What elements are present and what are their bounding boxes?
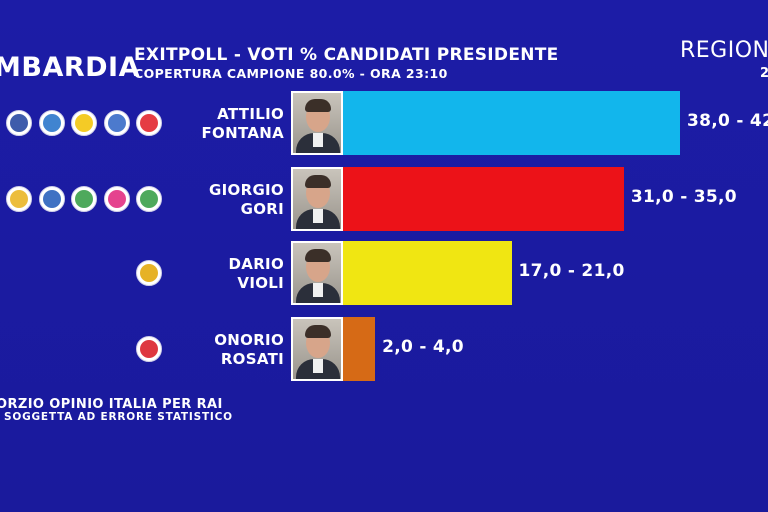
candidate-last-name: FONTANA	[201, 124, 284, 142]
candidate-first-name: GIORGIO	[209, 181, 284, 199]
party-logo-icon	[38, 110, 65, 136]
election-year: 2	[760, 66, 768, 81]
party-logo-icon	[71, 186, 97, 212]
bar-value-label: 17,0 - 21,0	[518, 261, 625, 281]
party-logo-icon	[136, 260, 162, 286]
party-logo-icon	[6, 186, 32, 212]
party-logo-icon	[38, 186, 65, 212]
candidate-name: ATTILIO FONTANA	[134, 105, 284, 143]
candidate-portrait-icon	[291, 317, 343, 381]
candidate-portrait-icon	[291, 241, 343, 305]
election-type: REGION	[680, 38, 768, 63]
party-logo-icon	[136, 110, 162, 136]
candidate-portrait-icon	[291, 167, 343, 231]
party-logo-icon	[136, 186, 162, 212]
candidate-first-name: ONORIO	[214, 331, 284, 349]
region-name: MBARDIA	[0, 52, 140, 83]
chart-subtitle: COPERTURA CAMPIONE 80.0% - ORA 23:10	[134, 66, 448, 81]
bar-value-label: 2,0 - 4,0	[382, 337, 464, 357]
poll-disclaimer: SOGGETTA AD ERRORE STATISTICO	[4, 411, 233, 423]
candidate-portrait-icon	[291, 91, 343, 155]
bar-value-label: 31,0 - 35,0	[630, 187, 737, 207]
candidate-first-name: ATTILIO	[217, 105, 284, 123]
chart-title: EXITPOLL - VOTI % CANDIDATI PRESIDENTE	[134, 45, 559, 65]
bar-fontana	[343, 91, 680, 155]
bar-rosati	[343, 317, 376, 381]
party-logo-icon	[71, 110, 97, 136]
party-logo-icon	[103, 110, 130, 136]
party-logo-icon	[6, 110, 32, 136]
bar-gori	[343, 167, 624, 231]
party-logo-icon	[136, 336, 162, 362]
candidate-last-name: VIOLI	[237, 274, 284, 292]
party-logo-icon	[103, 186, 130, 212]
candidate-name: DARIO VIOLI	[134, 255, 284, 293]
candidate-name: GIORGIO GORI	[134, 181, 284, 219]
bar-value-label: 38,0 - 42	[687, 111, 768, 131]
candidate-name: ONORIO ROSATI	[134, 331, 284, 369]
bar-violi	[343, 241, 512, 305]
poll-source: ORZIO OPINIO ITALIA PER RAI	[0, 397, 223, 412]
candidate-first-name: DARIO	[228, 255, 284, 273]
candidate-last-name: GORI	[240, 200, 284, 218]
candidate-last-name: ROSATI	[220, 350, 284, 368]
